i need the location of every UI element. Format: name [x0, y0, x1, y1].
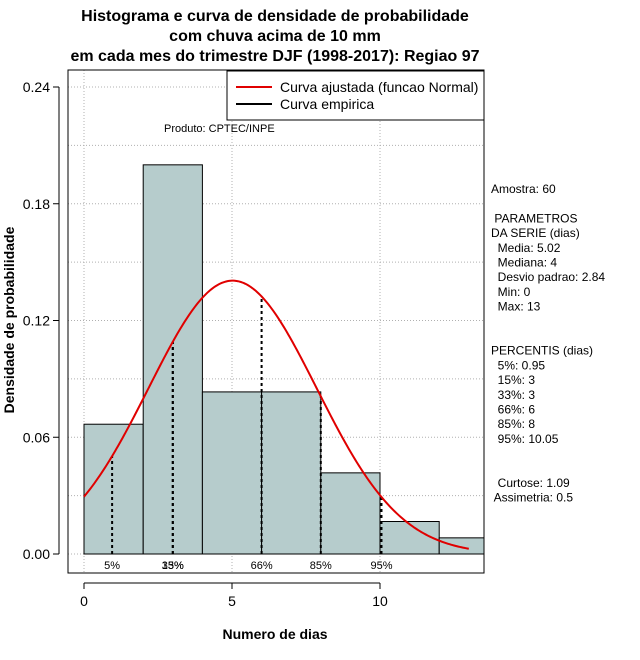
percentile-label: 15%	[162, 560, 184, 572]
stat-line: PERCENTIS (dias)	[491, 344, 593, 358]
y-axis: 0.00 0.06 0.12 0.18 0.24	[23, 79, 60, 562]
y-tick-label: 0.06	[23, 429, 50, 445]
percentile-label: 85%	[310, 560, 332, 572]
histogram-bar	[201, 391, 263, 555]
histogram-bar	[438, 537, 485, 555]
plot-frame	[67, 69, 485, 574]
stat-line: Desvio padrao: 2.84	[491, 270, 605, 284]
legend: Curva ajustada (funcao Normal) Curva emp…	[226, 70, 485, 121]
percentile-label: 95%	[370, 560, 392, 572]
stat-line: 85%: 8	[491, 417, 535, 431]
percentile-lines: 5% 15%33% 66% 85% 95%	[104, 296, 393, 572]
percentile-label: 33%	[162, 560, 184, 572]
x-tick-label: 5	[228, 593, 236, 609]
y-tick-label: 0.12	[23, 313, 50, 329]
y-axis-label: Densidade de probabilidade	[1, 226, 17, 413]
percentile-label: 66%	[251, 560, 273, 572]
chart-title: Histograma e curva de densidade de proba…	[70, 8, 479, 65]
x-axis-label: Numero de dias	[222, 626, 327, 642]
stat-line: Media: 5.02	[491, 241, 561, 255]
x-tick-label: 10	[372, 593, 388, 609]
histogram-bar	[261, 391, 322, 555]
histogram-bar	[320, 472, 381, 555]
stat-line: Assimetria: 0.5	[491, 491, 573, 505]
histogram-bars	[83, 164, 485, 555]
x-tick-label: 0	[80, 593, 88, 609]
stat-line: DA SERIE (dias)	[491, 226, 580, 240]
stat-line: Min: 0	[491, 285, 531, 299]
legend-box	[226, 70, 485, 121]
stat-line: 33%: 3	[491, 388, 535, 402]
stat-line: Amostra: 60	[491, 182, 556, 196]
y-tick-label: 0.00	[23, 546, 50, 562]
stat-line: Max: 13	[491, 300, 541, 314]
stat-line: 66%: 6	[491, 403, 535, 417]
stat-line: Curtose: 1.09	[491, 476, 570, 490]
y-tick-label: 0.24	[23, 79, 50, 95]
title-line-1: Histograma e curva de densidade de proba…	[81, 8, 469, 25]
legend-label-normal: Curva ajustada (funcao Normal)	[280, 79, 478, 95]
stat-line: 15%: 3	[491, 373, 535, 387]
percentile-label: 5%	[104, 560, 120, 572]
histogram-bar	[83, 423, 144, 555]
stat-line: 5%: 0.95	[491, 358, 545, 372]
product-annotation: Produto: CPTEC/INPE	[164, 123, 275, 135]
stat-line: PARAMETROS	[491, 211, 577, 225]
stat-line: 95%: 10.05	[491, 432, 559, 446]
title-line-2: com chuva acima de 10 mm	[169, 28, 381, 45]
y-tick-label: 0.18	[23, 196, 50, 212]
normal-curve-line	[83, 279, 469, 550]
title-line-3: em cada mes do trimestre DJF (1998-2017)…	[70, 48, 479, 65]
stat-line: Mediana: 4	[491, 256, 557, 270]
legend-label-empirical: Curva empirica	[280, 96, 374, 112]
normal-curve	[83, 279, 469, 550]
x-axis: 0 5 10	[80, 582, 388, 609]
